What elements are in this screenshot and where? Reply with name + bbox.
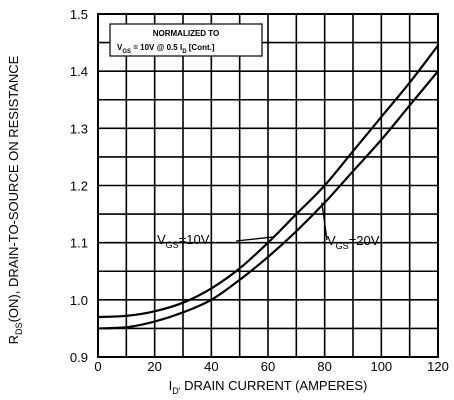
x-axis-label: ID' DRAIN CURRENT (AMPERES) <box>169 378 368 396</box>
annotation-box: NORMALIZED TO VGS = 10V @ 0.5 ID [Cont.] <box>109 23 263 57</box>
label-10v-sub: GS <box>166 240 179 250</box>
leader-line-vgs-20v <box>321 202 328 241</box>
x-tick-label: 40 <box>204 359 218 374</box>
y-label-sub: DS <box>14 322 24 335</box>
annotation-line2: VGS = 10V @ 0.5 ID [Cont.] <box>117 43 215 55</box>
series-line-1 <box>97 70 439 330</box>
plot-frame <box>97 13 439 358</box>
x-label-sub: D' <box>172 386 180 396</box>
x-tick-label: 120 <box>427 359 449 374</box>
y-label-rest: (ON), DRAIN-TO-SOURCE ON RESISTANCE <box>6 55 21 322</box>
series-group <box>97 44 439 330</box>
x-tick-label: 20 <box>147 359 161 374</box>
x-label-rest: DRAIN CURRENT (AMPERES) <box>181 378 368 393</box>
y-tick-label: 1.2 <box>70 179 88 194</box>
annotation-gs-sub: GS <box>122 49 131 55</box>
y-tick-label: 1.0 <box>70 293 88 308</box>
series-label-vgs-10v: VGS=10V <box>157 232 210 250</box>
label-20v-value: =20V <box>349 233 380 248</box>
annotation-d-sub: D <box>182 49 187 55</box>
x-label-base: I <box>169 378 173 393</box>
annotation-frame <box>109 23 263 57</box>
tick-labels: 0 20 40 60 80 100 120 0.9 1.0 1.1 1.2 1.3 1.4 1.5 <box>70 7 449 374</box>
label-10v-value: =10V <box>179 232 210 247</box>
x-tick-label: 60 <box>261 359 275 374</box>
annotation-v: V <box>117 43 123 52</box>
y-tick-label: 1.4 <box>70 64 88 79</box>
y-axis-label: RDS(ON), DRAIN-TO-SOURCE ON RESISTANCE <box>6 55 24 344</box>
y-tick-label: 1.5 <box>70 7 88 22</box>
y-tick-label: 0.9 <box>70 350 88 365</box>
leader-line-vgs-10v <box>235 236 274 242</box>
series-label-vgs-20v: VGS=20V <box>327 233 380 251</box>
label-20v-v: V <box>327 233 336 248</box>
grid <box>98 14 438 357</box>
annotation-line1: NORMALIZED TO <box>153 29 220 38</box>
series-labels: VGS=10V VGS=20V <box>157 202 380 251</box>
label-20v-sub: GS <box>336 241 349 251</box>
x-tick-label: 80 <box>317 359 331 374</box>
series-line-0 <box>97 44 439 319</box>
x-tick-label: 0 <box>94 359 101 374</box>
y-tick-label: 1.1 <box>70 236 88 251</box>
x-tick-label: 100 <box>370 359 392 374</box>
annotation-condition: = 10V @ 0.5 I <box>131 43 182 52</box>
annotation-cont: [Cont.] <box>187 43 215 52</box>
label-10v-v: V <box>157 232 166 247</box>
y-label-base: R <box>6 335 21 344</box>
y-tick-label: 1.3 <box>70 121 88 136</box>
